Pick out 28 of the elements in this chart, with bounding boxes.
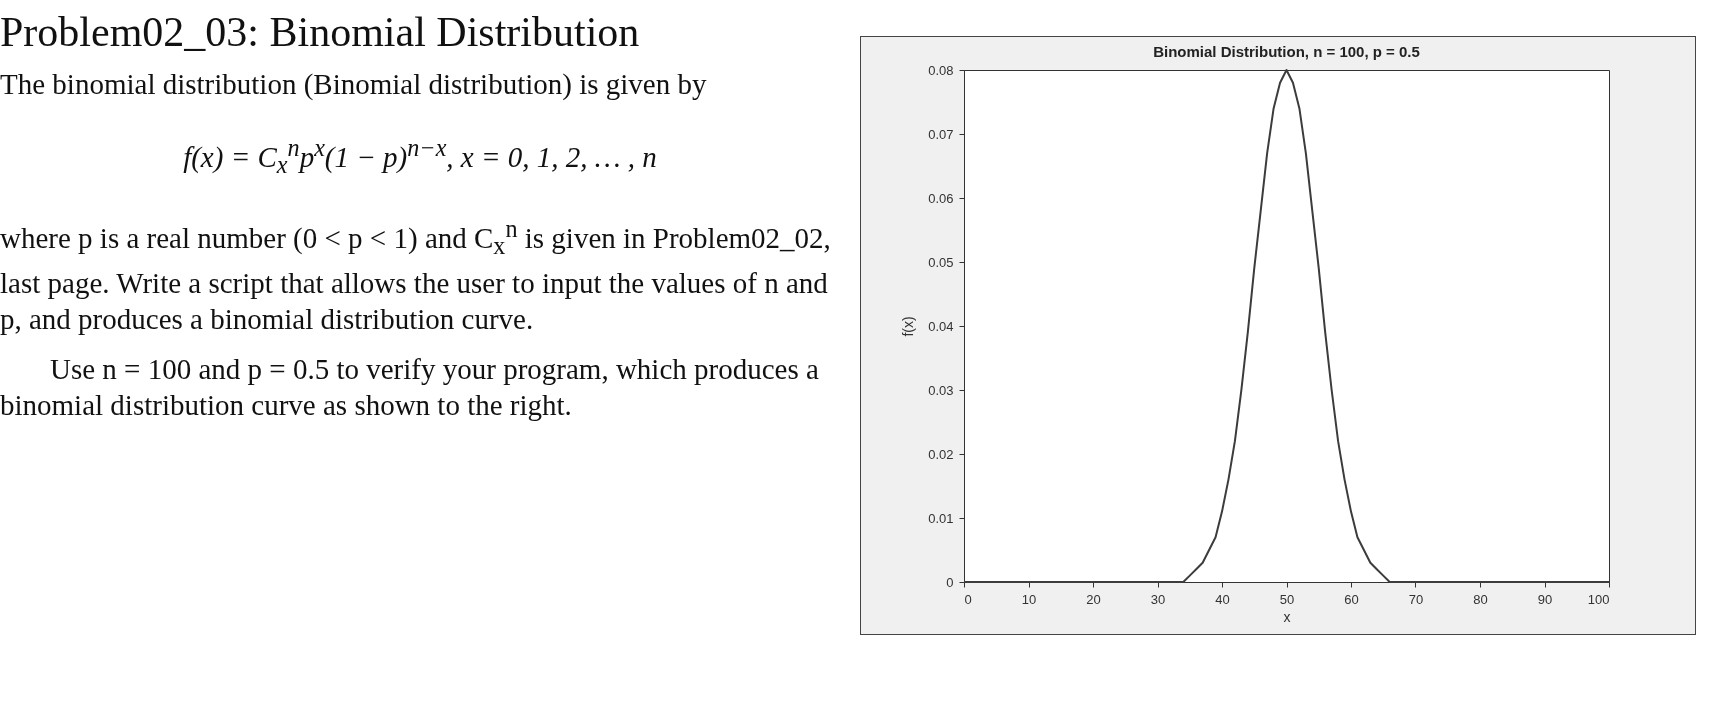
text: The binomial distribution (Binomial distribution) is given by [0,67,708,102]
x-tick-label: 10 [1021,591,1037,607]
y-tick-label: 0.06 [928,190,954,206]
y-tick-label: 0.04 [928,318,954,334]
chart-title: Binomial Distribution, n = 100, p = 0.5 [1153,43,1420,60]
x-tick-label: 60 [1344,591,1359,607]
y-tick-label: 0.03 [928,382,954,398]
text: where p is a real number (0 < p < 1) and C$_{x}$$^{n}$ is given in Problem02_02, last page. Write a script that allows the user to input the values of n and p, and produces a binomial distribution curve. [0,214,832,337]
x-tick-label: 40 [1215,591,1230,607]
y-tick-label: 0 [946,574,954,590]
x-tick-label: 80 [1473,591,1488,607]
y-tick-label: 0.02 [928,446,954,462]
text: Problem02_03: Binomial Distribution [0,8,641,56]
x-tick-label: 30 [1150,591,1166,607]
x-tick-label: 70 [1408,591,1424,607]
x-tick-label: 20 [1086,591,1101,607]
y-axis-title: f(x) [900,316,917,337]
x-tick-label: 50 [1279,591,1295,607]
text: Use n = 100 and p = 0.5 to verify your program, which produces a binomial distribution curve as shown to the right. [0,351,820,423]
y-tick-label: 0.05 [928,254,954,270]
y-tick-label: 0.07 [928,126,954,142]
y-tick-label: 0.08 [928,62,954,78]
x-tick-label: 90 [1537,591,1553,607]
y-tick-label: 0.01 [928,510,954,526]
x-axis-title: x [1283,608,1291,625]
x-tick-label: 0 [964,591,972,607]
text: f(x) = C$_{x}$$^{n}$p$^{x}$(1 − p)$^{n−x}$, x = 0, 1, 2, … , n [182,133,658,181]
x-tick-label: 100 [1587,591,1610,607]
